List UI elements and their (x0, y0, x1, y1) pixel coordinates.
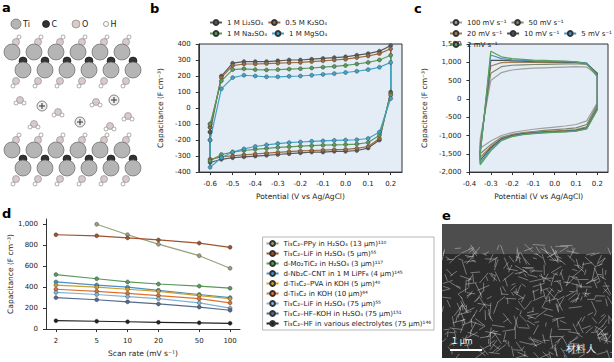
svg-text:材料人: 材料人 (565, 343, 596, 354)
svg-text:a: a (2, 0, 11, 15)
svg-text:Potential (V vs Ag/AgCl): Potential (V vs Ag/AgCl) (494, 192, 583, 201)
svg-text:0.2: 0.2 (592, 180, 603, 188)
svg-text:-0.4: -0.4 (463, 180, 477, 188)
svg-text:0.1: 0.1 (570, 180, 581, 188)
svg-text:200: 200 (25, 304, 38, 312)
svg-text:-0.2: -0.2 (505, 180, 519, 188)
svg-text:5: 5 (94, 337, 98, 345)
svg-text:20 mV s⁻¹: 20 mV s⁻¹ (467, 30, 502, 38)
svg-text:2 mV s⁻¹: 2 mV s⁻¹ (467, 41, 498, 49)
svg-text:2: 2 (54, 337, 58, 345)
svg-text:Capacitance (F cm⁻³): Capacitance (F cm⁻³) (6, 234, 15, 314)
svg-text:Capacitance (F cm⁻³): Capacitance (F cm⁻³) (156, 68, 165, 148)
svg-text:-200: -200 (175, 136, 191, 144)
svg-text:1 M MgSO₄: 1 M MgSO₄ (289, 30, 327, 38)
svg-text:-0.5: -0.5 (226, 180, 240, 188)
svg-text:d-Ti₃C₂ in KOH (10 μm)⁶⁴: d-Ti₃C₂ in KOH (10 μm)⁶⁴ (284, 290, 369, 298)
svg-text:20: 20 (154, 337, 163, 345)
svg-text:Ti: Ti (22, 20, 30, 29)
svg-text:-100: -100 (175, 120, 191, 128)
svg-text:0.0: 0.0 (549, 180, 560, 188)
svg-text:Ti₃C₂–PPy in H₂SO₄ (13 μm)¹¹⁰: Ti₃C₂–PPy in H₂SO₄ (13 μm)¹¹⁰ (283, 240, 387, 248)
svg-text:0: 0 (457, 95, 461, 103)
svg-text:-0.3: -0.3 (484, 180, 498, 188)
svg-text:-0.4: -0.4 (248, 180, 262, 188)
svg-text:-0.2: -0.2 (294, 180, 308, 188)
svg-text:-1,000: -1,000 (439, 132, 462, 140)
svg-text:10: 10 (123, 337, 132, 345)
svg-text:-0.1: -0.1 (527, 180, 541, 188)
svg-text:-0.3: -0.3 (271, 180, 285, 188)
svg-text:1,000: 1,000 (18, 220, 38, 228)
svg-text:-1,500: -1,500 (439, 150, 462, 158)
svg-text:-0.1: -0.1 (316, 180, 330, 188)
svg-text:100: 100 (177, 88, 190, 96)
svg-text:Ti₃C₂–LiF in H₂SO₄ (75 μm)⁵⁵: Ti₃C₂–LiF in H₂SO₄ (75 μm)⁵⁵ (283, 300, 381, 308)
svg-text:-500: -500 (446, 113, 462, 121)
svg-text:d-Nb₂C–CNT in 1 M LiPF₆ (4 μm): d-Nb₂C–CNT in 1 M LiPF₆ (4 μm)¹⁴⁵ (284, 270, 403, 278)
svg-text:100: 100 (223, 337, 236, 345)
svg-text:-2,000: -2,000 (439, 168, 462, 176)
svg-text:100 mV s⁻¹: 100 mV s⁻¹ (467, 19, 507, 27)
svg-text:50 mV s⁻¹: 50 mV s⁻¹ (529, 19, 564, 27)
svg-text:0.1: 0.1 (363, 180, 374, 188)
svg-text:Capacitance (F cm⁻³): Capacitance (F cm⁻³) (420, 68, 429, 148)
svg-text:500: 500 (448, 77, 461, 85)
svg-text:400: 400 (25, 283, 38, 291)
svg-text:c: c (414, 1, 422, 16)
svg-text:200: 200 (177, 72, 190, 80)
svg-text:400: 400 (177, 40, 190, 48)
svg-text:1,000: 1,000 (441, 58, 461, 66)
svg-text:Ti₃C₂–HF–KOH in H₂SO₄ (75 μm)¹: Ti₃C₂–HF–KOH in H₂SO₄ (75 μm)¹⁵¹ (283, 310, 402, 318)
svg-text:0: 0 (34, 325, 38, 333)
svg-text:1 M Li₂SO₄: 1 M Li₂SO₄ (227, 19, 264, 27)
svg-text:b: b (150, 1, 159, 16)
svg-text:C: C (52, 20, 58, 29)
svg-text:e: e (442, 208, 451, 223)
svg-text:d-Mo₂TiC₂ in H₂SO₄ (3 μm)¹¹⁷: d-Mo₂TiC₂ in H₂SO₄ (3 μm)¹¹⁷ (284, 260, 384, 268)
svg-text:10 mV s⁻¹: 10 mV s⁻¹ (524, 30, 559, 38)
svg-text:H: H (111, 20, 117, 29)
svg-text:0.0: 0.0 (340, 180, 351, 188)
svg-text:800: 800 (25, 241, 38, 249)
svg-text:600: 600 (25, 262, 38, 270)
svg-text:-300: -300 (175, 152, 191, 160)
svg-text:Potential (V vs Ag/AgCl): Potential (V vs Ag/AgCl) (256, 192, 345, 201)
svg-text:-0.6: -0.6 (203, 180, 217, 188)
svg-text:1 μm: 1 μm (452, 337, 473, 346)
svg-text:O: O (82, 20, 88, 29)
svg-text:d: d (2, 206, 11, 221)
svg-text:Ti₃C₂–HF in various electrolyt: Ti₃C₂–HF in various electrolytes (75 μm)… (283, 320, 432, 328)
svg-text:300: 300 (177, 56, 190, 64)
svg-text:0.5 M K₂SO₄: 0.5 M K₂SO₄ (285, 19, 327, 27)
svg-text:-400: -400 (175, 168, 191, 176)
svg-text:Ti₃C₂–LiF in H₂SO₄ (5 μm)⁵⁵: Ti₃C₂–LiF in H₂SO₄ (5 μm)⁵⁵ (283, 250, 377, 258)
svg-text:0.2: 0.2 (385, 180, 396, 188)
svg-text:d-Ti₃C₂–PVA in KOH (5 μm)⁴⁰: d-Ti₃C₂–PVA in KOH (5 μm)⁴⁰ (284, 280, 381, 288)
svg-text:0: 0 (186, 104, 190, 112)
svg-text:50: 50 (195, 337, 204, 345)
svg-text:1 M Na₂SO₄: 1 M Na₂SO₄ (227, 30, 267, 38)
svg-text:Scan rate (mV s⁻¹): Scan rate (mV s⁻¹) (108, 349, 178, 358)
svg-text:1,500: 1,500 (441, 40, 461, 48)
svg-text:5 mV s⁻¹: 5 mV s⁻¹ (581, 30, 612, 38)
